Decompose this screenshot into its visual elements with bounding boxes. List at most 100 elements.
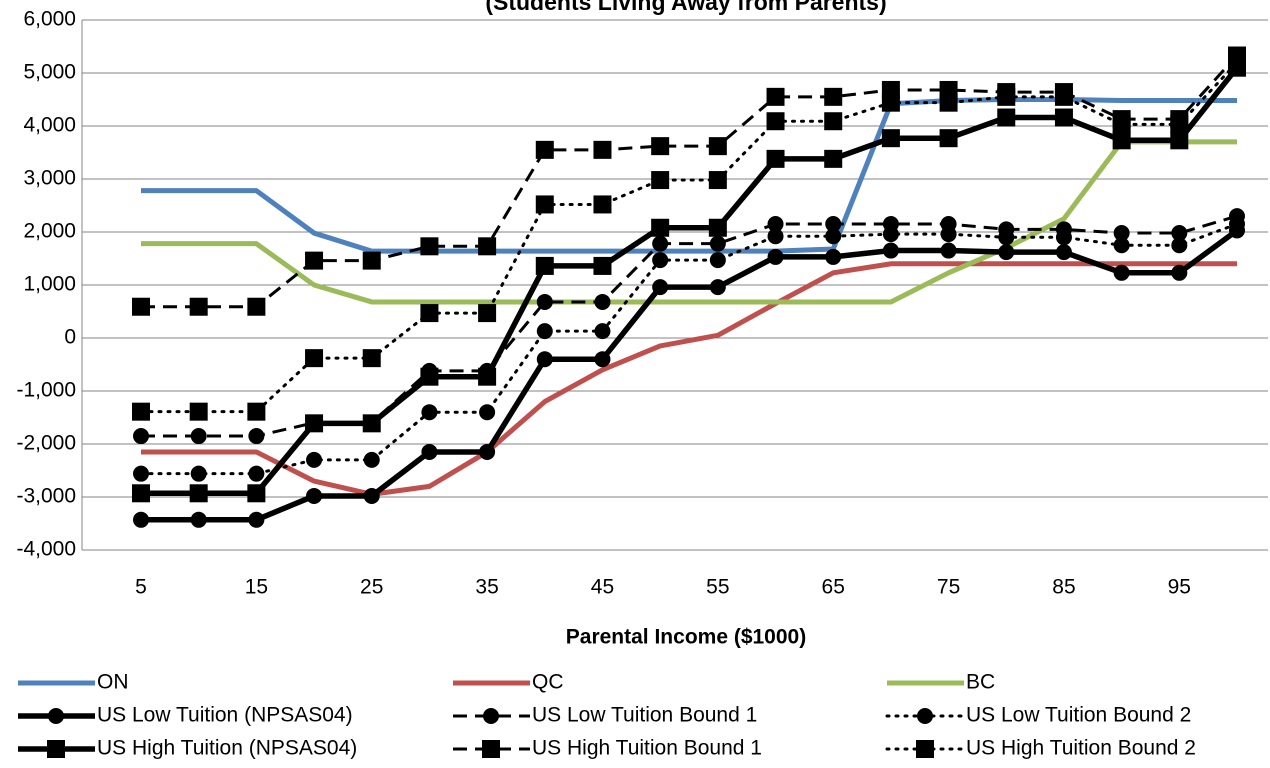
data-point xyxy=(420,304,439,323)
legend-label: US High Tuition (NPSAS04) xyxy=(97,737,357,760)
data-point xyxy=(881,129,900,148)
data-point xyxy=(652,279,669,296)
data-point xyxy=(939,129,958,148)
data-point xyxy=(247,402,266,421)
data-point xyxy=(1171,237,1188,254)
data-point xyxy=(1170,131,1189,150)
data-point xyxy=(825,216,842,233)
data-point xyxy=(1229,216,1245,233)
data-point xyxy=(479,404,496,421)
legend-label: US High Tuition Bound 2 xyxy=(966,737,1196,760)
data-point xyxy=(479,443,496,460)
series-line xyxy=(141,139,1237,305)
data-point xyxy=(1171,264,1188,281)
data-point xyxy=(132,484,150,503)
data-point xyxy=(535,195,554,214)
data-point xyxy=(248,511,265,528)
data-point xyxy=(535,256,554,275)
data-point xyxy=(881,93,900,112)
data-point xyxy=(362,414,381,433)
data-point xyxy=(651,171,670,190)
data-point xyxy=(825,248,842,265)
data-point xyxy=(1054,87,1073,106)
y-tick-label: 1,000 xyxy=(23,273,76,296)
data-point xyxy=(709,279,726,296)
y-tick-label: 3,000 xyxy=(23,167,76,190)
data-point xyxy=(478,237,497,256)
data-point xyxy=(652,252,669,269)
legend-label: ON xyxy=(97,671,129,694)
data-point xyxy=(421,404,438,421)
data-point xyxy=(593,256,612,275)
data-point xyxy=(824,112,843,131)
data-point xyxy=(536,293,553,310)
legend-label: QC xyxy=(532,671,564,694)
data-point xyxy=(709,252,726,269)
y-tick-label: 5,000 xyxy=(23,61,76,84)
data-point xyxy=(767,228,784,245)
data-point xyxy=(882,242,899,259)
data-point xyxy=(998,229,1015,246)
data-point xyxy=(247,297,266,316)
data-point xyxy=(767,216,784,233)
data-point xyxy=(708,218,727,237)
data-point xyxy=(306,451,323,468)
data-point xyxy=(1112,115,1131,134)
data-point xyxy=(362,251,381,270)
legend-label: US Low Tuition Bound 2 xyxy=(966,704,1191,727)
x-tick-label: 5 xyxy=(135,576,147,599)
y-tick-label: -1,000 xyxy=(16,379,76,402)
data-point xyxy=(824,87,843,106)
data-point xyxy=(133,511,149,528)
data-point xyxy=(133,465,149,482)
data-point xyxy=(1055,229,1072,246)
data-point xyxy=(420,367,439,386)
x-tick-label: 85 xyxy=(1052,576,1075,599)
data-point xyxy=(421,443,438,460)
x-axis-label: Parental Income ($1000) xyxy=(566,626,806,649)
legend-marker xyxy=(47,740,65,758)
data-point xyxy=(536,351,553,368)
data-point xyxy=(535,140,554,159)
data-point xyxy=(594,293,611,310)
data-point xyxy=(940,226,957,243)
series-line xyxy=(141,261,1237,497)
legend-marker xyxy=(917,708,933,724)
x-tick-label: 75 xyxy=(937,576,960,599)
y-tick-label: -3,000 xyxy=(16,485,76,508)
data-point xyxy=(708,171,727,190)
data-point xyxy=(1170,115,1189,134)
data-point xyxy=(1054,108,1073,127)
data-point xyxy=(824,149,843,168)
series-line xyxy=(141,97,1237,254)
y-tick-label: 0 xyxy=(64,326,76,349)
data-point xyxy=(651,218,670,237)
data-point xyxy=(305,251,324,270)
legend-label: BC xyxy=(966,671,995,694)
data-point xyxy=(767,248,784,265)
data-point xyxy=(190,511,207,528)
data-point xyxy=(594,323,611,340)
series-line xyxy=(141,54,1239,309)
data-point xyxy=(940,242,957,259)
series-line xyxy=(141,65,1240,497)
legend-label: US High Tuition Bound 1 xyxy=(532,737,762,760)
x-tick-label: 45 xyxy=(591,576,614,599)
data-point xyxy=(1171,225,1188,242)
data-point xyxy=(248,465,265,482)
data-point xyxy=(651,137,670,156)
data-point xyxy=(766,112,785,131)
data-point xyxy=(536,323,553,340)
data-point xyxy=(305,414,324,433)
data-point xyxy=(709,235,726,252)
data-point xyxy=(593,195,612,214)
data-point xyxy=(363,487,380,504)
data-point xyxy=(1113,225,1130,242)
data-point xyxy=(939,93,958,112)
data-point xyxy=(190,428,207,445)
data-point xyxy=(997,108,1016,127)
data-point xyxy=(708,137,727,156)
data-point xyxy=(132,297,150,316)
data-point xyxy=(1055,244,1072,261)
